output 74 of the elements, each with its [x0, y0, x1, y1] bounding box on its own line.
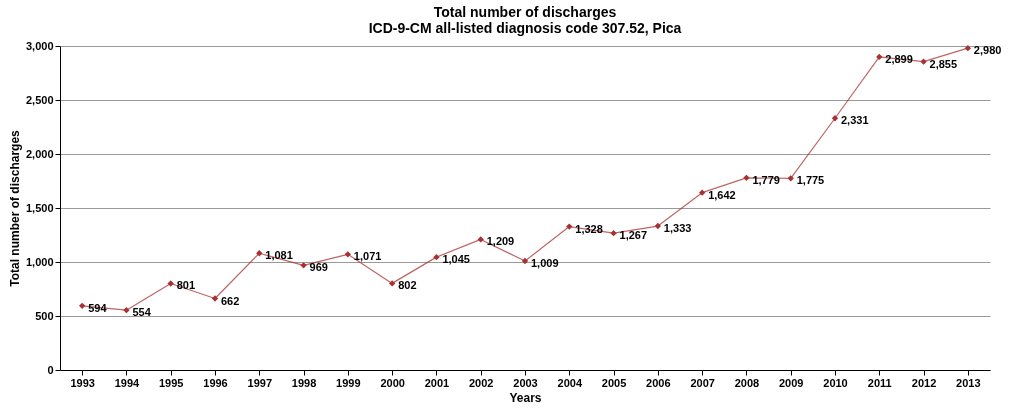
data-label: 969 [309, 261, 328, 274]
data-label: 554 [132, 306, 152, 319]
data-label: 2,899 [885, 52, 913, 65]
point [344, 251, 352, 258]
data-label: 1,267 [619, 229, 648, 242]
y-axis-title: Total number of discharges [7, 129, 22, 287]
x-tick-label: 1999 [336, 376, 361, 389]
x-tick-label: 2010 [823, 376, 848, 389]
data-label: 1,328 [575, 222, 603, 235]
x-tick-label: 1997 [247, 376, 273, 389]
data-label: 662 [221, 294, 240, 307]
data-label: 1,009 [531, 257, 559, 270]
x-tick-label: 1993 [70, 376, 95, 389]
point [477, 236, 484, 243]
point [123, 307, 130, 314]
point [964, 45, 972, 52]
point [78, 302, 86, 310]
x-tick-label: 2013 [956, 376, 981, 389]
x-tick-label: 2005 [601, 376, 627, 389]
point [300, 262, 307, 269]
y-tick-label: 2,000 [25, 147, 54, 160]
y-tick-label: 0 [47, 363, 54, 376]
x-tick-label: 1996 [203, 376, 228, 389]
x-tick-label: 2008 [734, 376, 760, 389]
data-label: 1,779 [752, 173, 780, 186]
point [256, 250, 263, 257]
chart-subtitle: ICD-9-CM all-listed diagnosis code 307.52, Pica [368, 20, 682, 36]
y-tick-label: 1,500 [25, 201, 54, 214]
x-tick-label: 2003 [513, 376, 538, 389]
data-label: 1,775 [796, 174, 825, 187]
y-tick-label: 1,000 [25, 255, 54, 268]
point [566, 223, 573, 230]
x-tick-label: 2007 [690, 376, 715, 389]
x-tick-label: 2011 [867, 376, 892, 389]
data-label: 1,333 [663, 222, 692, 235]
x-tick-label: 2000 [380, 376, 405, 389]
data-label: 1,071 [353, 250, 382, 263]
point [743, 174, 750, 182]
point [831, 115, 839, 122]
y-tick-label: 500 [35, 309, 54, 322]
x-tick-label: 2012 [911, 376, 937, 389]
data-label: 1,642 [708, 188, 736, 201]
data-label: 802 [398, 279, 417, 292]
data-label: 2,855 [929, 57, 958, 70]
point [211, 295, 219, 302]
data-label: 1,081 [265, 249, 293, 262]
point [521, 257, 529, 265]
point [920, 58, 927, 65]
x-tick-label: 1994 [114, 376, 141, 389]
data-label: 594 [88, 301, 108, 314]
data-label: 2,980 [973, 44, 1002, 57]
x-tick-label: 2009 [778, 376, 804, 389]
point [876, 53, 883, 61]
chart-title: Total number of discharges [433, 4, 617, 20]
x-axis-title: Years [509, 390, 542, 405]
x-tick-label: 1998 [291, 376, 317, 389]
point [610, 230, 617, 237]
y-tick-label: 2,500 [25, 93, 54, 106]
point [698, 189, 706, 196]
point [167, 280, 174, 287]
data-label: 2,331 [841, 114, 869, 127]
point [433, 253, 440, 261]
point [787, 175, 794, 182]
x-tick-label: 2006 [646, 376, 671, 389]
y-tick-label: 3,000 [25, 39, 54, 52]
x-tick-label: 1995 [158, 376, 184, 389]
data-label: 801 [176, 279, 196, 292]
x-tick-label: 2002 [468, 376, 494, 389]
x-tick-label: 2004 [557, 376, 583, 389]
point [388, 280, 396, 287]
x-tick-label: 2001 [424, 376, 450, 389]
data-label: 1,045 [442, 253, 470, 266]
point [654, 222, 662, 230]
data-label: 1,209 [486, 235, 515, 248]
